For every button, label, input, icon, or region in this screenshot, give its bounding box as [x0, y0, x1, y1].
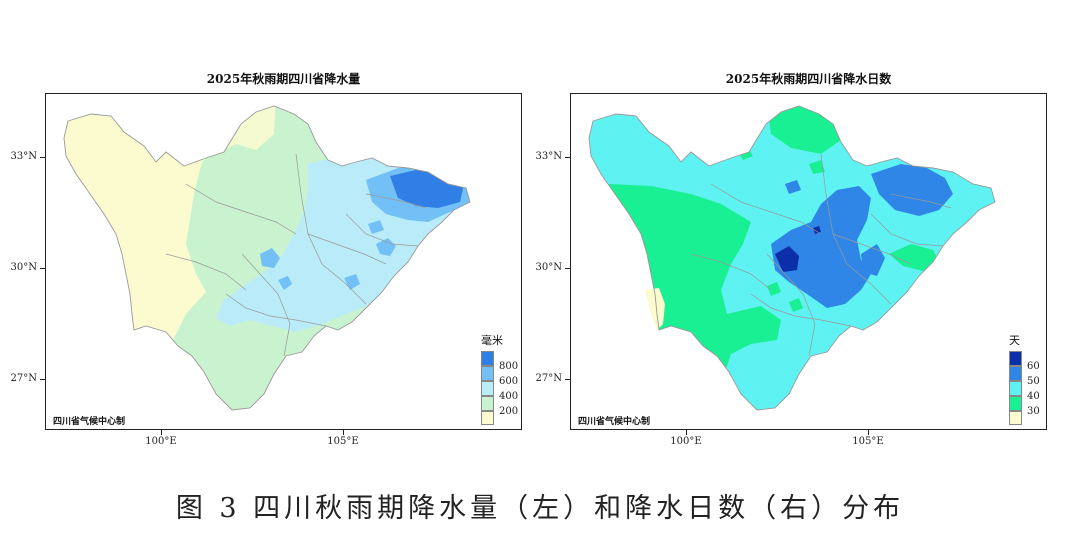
right-legend-tick-30: 30 — [1027, 406, 1040, 417]
right-map-title: 2025年秋雨期四川省降水日数 — [725, 72, 892, 86]
left-legend-tick-800: 800 — [499, 361, 519, 372]
right-map-frame — [570, 93, 1047, 430]
left-lat-tick — [40, 157, 45, 158]
right-map-credit: 四川省气候中心制 — [578, 417, 651, 427]
right-lon-label-105: 105°E — [852, 436, 884, 447]
right-legend-tick-60: 60 — [1027, 361, 1040, 372]
right-lat-label-30: 30°N — [535, 262, 562, 273]
right-lon-tick — [868, 430, 869, 435]
right-lat-tick — [565, 268, 570, 269]
rain-days-map — [588, 105, 996, 411]
right-legend-swatch — [1009, 396, 1022, 411]
right-lat-tick — [565, 157, 570, 158]
left-lat-tick — [40, 379, 45, 380]
right-legend-swatch — [1009, 366, 1022, 381]
left-map-credit: 四川省气候中心制 — [53, 417, 126, 427]
left-lat-label-33: 33°N — [10, 151, 37, 162]
right-lon-label-100: 100°E — [670, 436, 702, 447]
precipitation-map — [63, 105, 471, 411]
left-lon-label-100: 100°E — [145, 436, 177, 447]
right-legend-swatch — [1009, 381, 1022, 396]
left-map-title: 2025年秋雨期四川省降水量 — [206, 72, 361, 86]
left-legend-tick-400: 400 — [499, 391, 519, 402]
left-map-frame — [45, 93, 522, 430]
right-legend-unit: 天 — [1009, 334, 1020, 347]
right-legend-swatch — [1009, 411, 1022, 425]
left-legend-swatch — [481, 411, 494, 425]
right-legend-swatch — [1009, 351, 1022, 366]
left-lon-tick — [343, 430, 344, 435]
left-legend-swatch — [481, 351, 494, 366]
right-lat-label-33: 33°N — [535, 151, 562, 162]
left-lon-label-105: 105°E — [327, 436, 359, 447]
left-lat-label-30: 30°N — [10, 262, 37, 273]
left-legend-swatch — [481, 381, 494, 396]
figure-caption: 图 3 四川秋雨期降水量（左）和降水日数（右）分布 — [175, 493, 905, 524]
right-lon-tick — [686, 430, 687, 435]
left-lat-label-27: 27°N — [10, 373, 37, 384]
left-legend: 毫米 800 600 400 200 — [481, 332, 518, 425]
left-legend-unit: 毫米 — [481, 334, 503, 347]
left-legend-tick-200: 200 — [499, 406, 519, 417]
right-lat-tick — [565, 379, 570, 380]
right-legend-tick-40: 40 — [1027, 391, 1040, 402]
left-legend-swatch — [481, 396, 494, 411]
left-lon-tick — [161, 430, 162, 435]
left-legend-tick-600: 600 — [499, 376, 519, 387]
left-legend-swatch — [481, 366, 494, 381]
left-lat-tick — [40, 268, 45, 269]
right-legend-tick-50: 50 — [1027, 376, 1040, 387]
right-legend: 天 60 50 40 30 — [1009, 332, 1040, 425]
right-lat-label-27: 27°N — [535, 373, 562, 384]
